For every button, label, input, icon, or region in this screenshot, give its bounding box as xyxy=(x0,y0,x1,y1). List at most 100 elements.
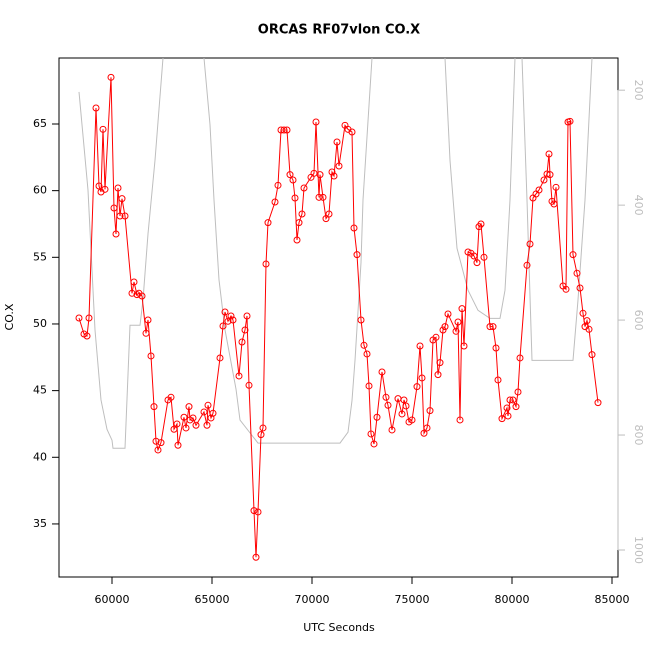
y2-tick-label: 400 xyxy=(632,195,645,216)
data-point xyxy=(535,186,543,194)
chart-title: ORCAS RF07vlon CO.X xyxy=(258,23,420,38)
data-point xyxy=(388,426,396,434)
data-point xyxy=(473,259,481,267)
data-point xyxy=(540,176,548,184)
data-point xyxy=(384,401,392,409)
data-point xyxy=(291,194,299,202)
y-tick-label: 60 xyxy=(33,184,47,197)
data-point xyxy=(506,396,514,404)
y-tick-label: 50 xyxy=(33,317,47,330)
data-point xyxy=(333,138,341,146)
data-point xyxy=(456,416,464,424)
data-point xyxy=(107,73,115,81)
data-point xyxy=(138,292,146,300)
data-point xyxy=(543,170,551,178)
data-point xyxy=(154,446,162,454)
data-point xyxy=(360,341,368,349)
x-axis-label: UTC Seconds xyxy=(303,621,375,634)
data-point xyxy=(110,204,118,212)
data-point xyxy=(128,289,136,297)
y-tick-label: 65 xyxy=(33,117,47,130)
data-point xyxy=(203,421,211,429)
data-point xyxy=(238,338,246,346)
data-point xyxy=(494,376,502,384)
data-point xyxy=(436,359,444,367)
data-point xyxy=(365,382,373,390)
data-point xyxy=(295,219,303,227)
data-point xyxy=(373,413,381,421)
data-point xyxy=(224,317,232,325)
data-point xyxy=(523,261,531,269)
data-point xyxy=(367,430,375,438)
data-point xyxy=(325,210,333,218)
data-point xyxy=(569,251,577,259)
data-point xyxy=(434,371,442,379)
data-point xyxy=(173,420,181,428)
data-point xyxy=(185,403,193,411)
x-tick-label: 80000 xyxy=(495,593,530,606)
data-line xyxy=(78,77,599,558)
data-point xyxy=(264,219,272,227)
data-point xyxy=(516,354,524,362)
data-point xyxy=(130,278,138,286)
data-point xyxy=(298,210,306,218)
data-point xyxy=(573,269,581,277)
data-point xyxy=(300,184,308,192)
data-point xyxy=(335,162,343,170)
data-point xyxy=(142,329,150,337)
data-point xyxy=(579,309,587,317)
data-point xyxy=(319,193,327,201)
y2-tick-label: 600 xyxy=(632,310,645,331)
data-point xyxy=(583,317,591,325)
data-point xyxy=(133,291,141,299)
data-point xyxy=(170,425,178,433)
data-point xyxy=(147,352,155,360)
data-point xyxy=(262,260,270,268)
secondary-line xyxy=(78,58,593,449)
data-point xyxy=(221,308,229,316)
data-point xyxy=(562,285,570,293)
data-point xyxy=(289,176,297,184)
y-tick-label: 40 xyxy=(33,450,47,463)
data-point xyxy=(118,195,126,203)
data-point xyxy=(370,440,378,448)
data-point xyxy=(512,403,520,411)
data-point xyxy=(400,396,408,404)
data-point xyxy=(350,224,358,232)
data-point xyxy=(460,342,468,350)
data-point xyxy=(576,284,584,292)
data-point xyxy=(167,393,175,401)
data-point xyxy=(477,220,485,228)
data-point xyxy=(112,230,120,238)
data-point xyxy=(152,437,160,445)
data-point xyxy=(441,323,449,331)
data-point xyxy=(420,429,428,437)
data-point xyxy=(426,407,434,415)
data-point xyxy=(200,408,208,416)
data-point xyxy=(192,421,200,429)
data-point xyxy=(402,402,410,410)
data-point xyxy=(257,431,265,439)
data-point xyxy=(235,372,243,380)
y-axis-label: CO.X xyxy=(3,303,16,330)
data-point xyxy=(180,413,188,421)
data-point xyxy=(526,240,534,248)
data-point xyxy=(550,200,558,208)
data-point xyxy=(252,553,260,561)
data-point xyxy=(382,393,390,401)
x-tick-label: 75000 xyxy=(395,593,430,606)
x-tick-label: 85000 xyxy=(595,593,630,606)
data-point xyxy=(286,171,294,179)
data-point xyxy=(418,374,426,382)
data-point xyxy=(546,171,554,179)
data-point xyxy=(504,412,512,420)
y-tick-label: 35 xyxy=(33,517,47,530)
data-point xyxy=(452,327,460,335)
data-point xyxy=(316,171,324,179)
data-point xyxy=(95,182,103,190)
data-point xyxy=(259,424,267,432)
data-point xyxy=(594,399,602,407)
plot-frame xyxy=(58,57,619,578)
data-point xyxy=(444,310,452,318)
